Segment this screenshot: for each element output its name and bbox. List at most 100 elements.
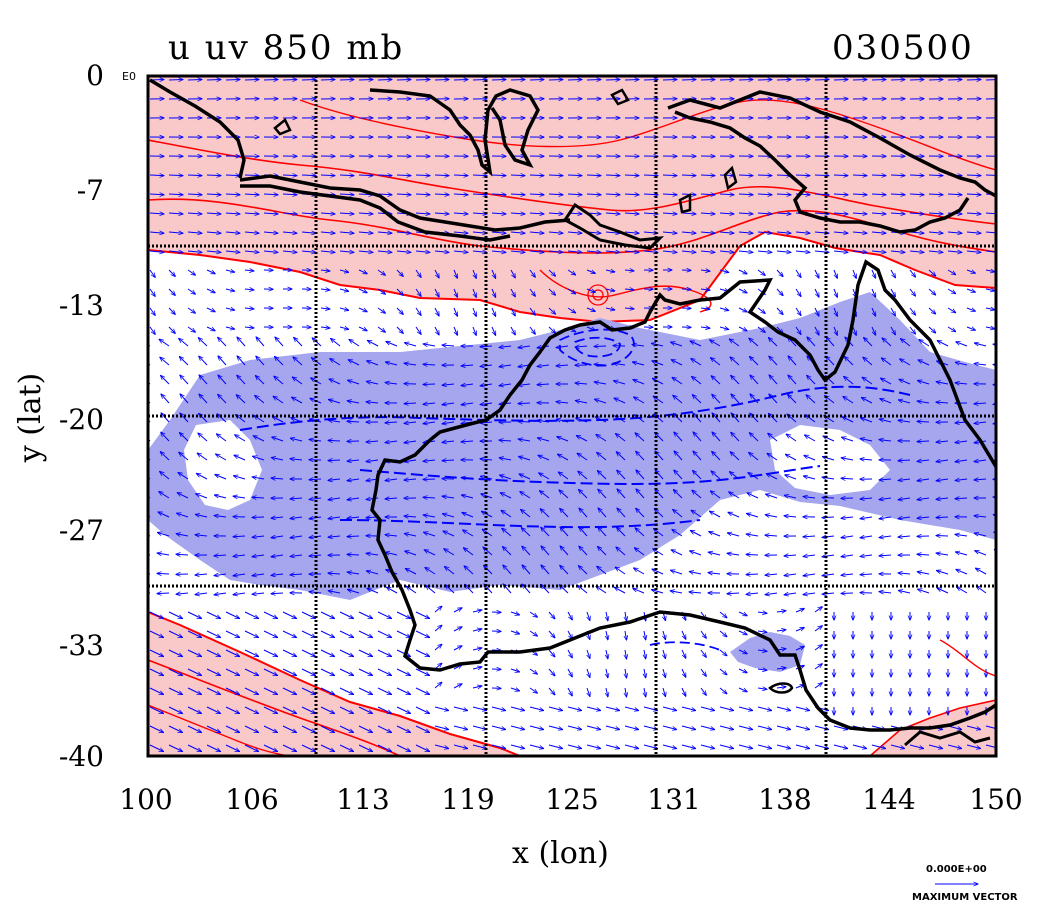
wind-vector (746, 534, 759, 536)
wind-vector (339, 289, 349, 291)
wind-vector (339, 251, 354, 252)
wind-vector (673, 490, 683, 499)
wind-vector (290, 536, 303, 538)
wind-vector (795, 725, 810, 730)
wind-vector (700, 649, 706, 657)
wind-vector (881, 378, 892, 385)
wind-vector (738, 630, 747, 635)
wind-vector (767, 453, 778, 461)
wind-vector (244, 630, 259, 638)
wind-vector (776, 232, 791, 233)
wind-vector (803, 497, 816, 499)
wind-vector (909, 251, 924, 252)
wind-vector (862, 377, 873, 385)
wind-vector (415, 630, 430, 638)
wind-vector (358, 687, 373, 695)
wind-vector (719, 308, 729, 311)
wind-vector (168, 175, 183, 176)
wind-vector (358, 232, 373, 233)
wind-vector (757, 194, 772, 195)
wind-vector (890, 326, 895, 335)
wind-vector (567, 175, 582, 176)
wind-vector (814, 645, 822, 651)
wind-vector (711, 376, 721, 385)
wind-vector (309, 498, 322, 500)
negative-region-central (148, 292, 996, 600)
wind-vector (149, 706, 164, 714)
wind-vector (168, 232, 183, 233)
wind-vector (731, 375, 740, 385)
wind-vector (347, 572, 360, 574)
wind-vector (473, 307, 476, 316)
wind-vector (616, 434, 626, 442)
wind-vector (252, 574, 265, 576)
wind-vector (510, 688, 520, 691)
wind-vector (765, 593, 778, 595)
wind-vector (796, 764, 810, 768)
wind-vector (746, 593, 759, 594)
wind-vector (841, 555, 854, 557)
wind-vector (663, 764, 677, 768)
wind-vector (652, 361, 664, 366)
wind-vector (653, 549, 664, 556)
wind-vector (282, 232, 297, 233)
wind-vector (331, 339, 341, 347)
wind-vector (503, 565, 512, 575)
wind-vector (575, 383, 588, 384)
wind-vector (225, 706, 240, 714)
wind-vector (255, 376, 265, 385)
wind-vector (366, 441, 379, 442)
wind-vector (860, 555, 873, 557)
wind-vector (757, 326, 765, 332)
wind-vector (252, 536, 265, 537)
wind-vector (225, 668, 240, 676)
wind-vector (879, 592, 892, 593)
wind-vector (579, 490, 588, 499)
wind-vector (614, 381, 626, 385)
wind-vector (510, 269, 515, 278)
wind-vector (290, 574, 303, 575)
wind-vector (168, 307, 175, 314)
wind-vector (898, 517, 911, 519)
wind-vector (605, 194, 620, 195)
wind-vector (309, 479, 322, 480)
wind-vector (586, 725, 601, 730)
wind-vector (814, 80, 829, 81)
wind-vector (803, 555, 816, 557)
wind-vector (425, 568, 436, 575)
y-tick-label: -40 (58, 740, 104, 773)
wind-vector (218, 375, 227, 385)
wind-vector (757, 213, 772, 214)
wind-vector (453, 251, 468, 252)
wind-vector (453, 232, 468, 233)
wind-vector (985, 289, 995, 291)
wind-vector (423, 479, 436, 480)
wind-vector (244, 289, 254, 290)
wind-vector (700, 251, 715, 252)
wind-vector (426, 585, 436, 594)
wind-vector (662, 251, 677, 252)
wind-vector (822, 477, 835, 479)
wind-vector (587, 611, 590, 621)
wind-vector (255, 395, 265, 404)
wind-vector (320, 706, 335, 714)
wind-vector (841, 458, 854, 460)
wind-vector (558, 454, 569, 461)
wind-vector (814, 194, 829, 195)
wind-vector (729, 339, 740, 347)
wind-vector (852, 744, 867, 749)
wind-vector (385, 362, 398, 366)
wind-vector (358, 175, 373, 176)
wind-vector (328, 479, 341, 480)
wind-vector (540, 491, 550, 499)
wind-vector (947, 80, 962, 81)
wind-vector (750, 375, 759, 385)
wind-vector (692, 377, 702, 385)
wind-vector (168, 269, 175, 276)
wind-vector (168, 213, 183, 214)
wind-vector (1005, 764, 1019, 768)
wind-vector (491, 251, 506, 252)
wind-vector (567, 744, 582, 749)
wind-vector (233, 555, 246, 556)
wind-vector (918, 360, 930, 366)
